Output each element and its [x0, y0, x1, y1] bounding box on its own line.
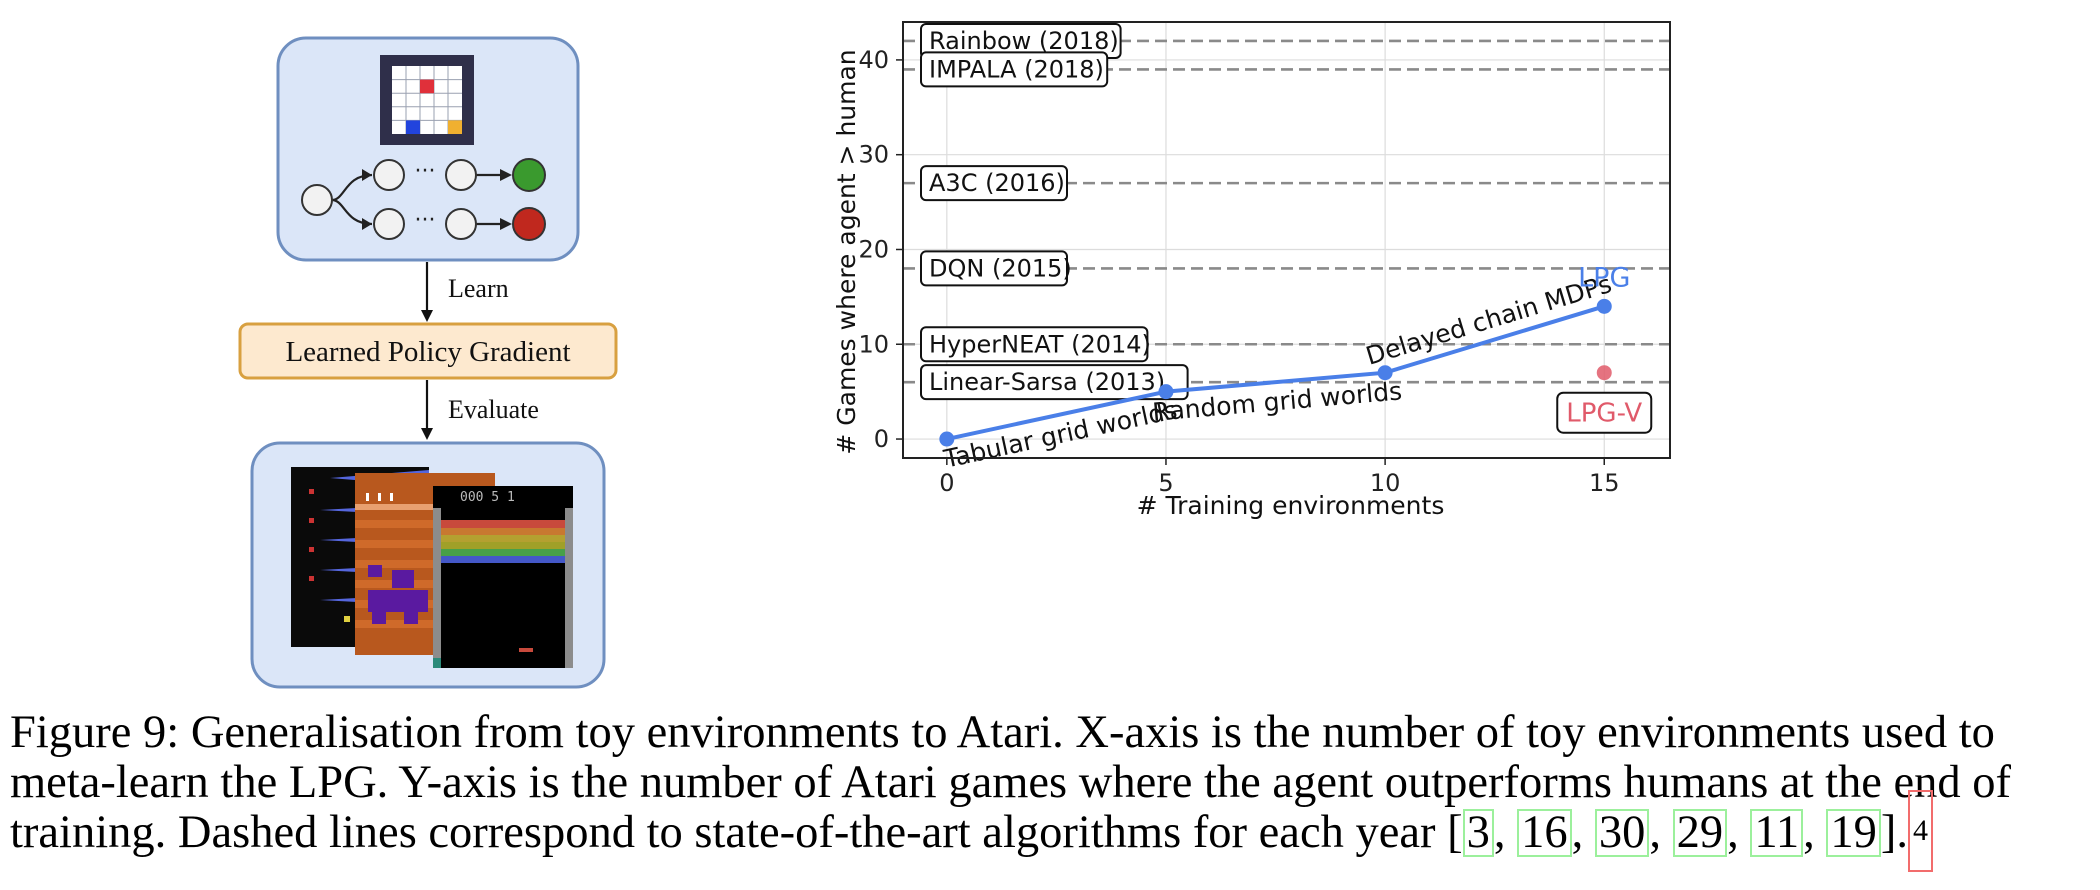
citation-link[interactable]: 16	[1517, 809, 1572, 857]
footnote-link[interactable]: 4	[1908, 790, 1933, 872]
atari-score: 000 5 1	[460, 490, 515, 505]
y-tick-label: 0	[874, 425, 889, 453]
x-axis-label: # Training environments	[1137, 491, 1445, 520]
baseline-label-box	[920, 326, 1149, 363]
tree-node	[445, 208, 477, 240]
positive-terminal-node	[512, 158, 546, 192]
lpg-series-label: LPG	[1578, 262, 1630, 293]
citation-link[interactable]: 30	[1594, 809, 1650, 857]
y-tick-label: 20	[858, 235, 889, 263]
segment-label: Delayed chain MDPs	[1362, 269, 1614, 371]
evaluate-label: Evaluate	[448, 395, 539, 424]
plot-frame	[902, 21, 1671, 459]
svg-text:···: ···	[415, 208, 436, 233]
citation-separator: ,	[1571, 807, 1595, 858]
lpg-v-series-label: LPG-V	[1566, 399, 1642, 429]
citation-separator: ,	[1649, 807, 1673, 858]
baseline-label: HyperNEAT (2014)	[929, 330, 1151, 358]
baseline-label: DQN (2015)	[929, 254, 1072, 282]
baseline-label-box	[920, 165, 1068, 202]
tree-node	[445, 159, 477, 191]
tree-node	[373, 159, 405, 191]
root-node	[301, 184, 333, 216]
y-tick-label: 30	[858, 141, 889, 169]
lpg-box	[238, 322, 618, 380]
caption-text: ].	[1880, 807, 1908, 858]
citation-link[interactable]: 29	[1672, 809, 1728, 857]
lpg-pipeline-diagram: ··· ··· Learn Learned Policy Gradient Ev…	[238, 36, 618, 689]
baseline-label: A3C (2016)	[929, 169, 1065, 197]
citation-separator: ,	[1493, 807, 1518, 858]
x-tick-label: 5	[1158, 469, 1173, 497]
caption-line: Figure 9: Generalisation from toy enviro…	[10, 707, 1995, 758]
citation-link[interactable]: 11	[1750, 809, 1804, 857]
caption-text: training. Dashed lines correspond to sta…	[10, 807, 1463, 858]
citation-list: 3, 16, 30, 29, 11, 19	[1462, 807, 1881, 858]
toy-environment-panel	[276, 36, 580, 262]
atari-game-screenshot: 000 5 1	[433, 486, 573, 668]
y-tick-label: 10	[858, 330, 889, 358]
caption-line: training. Dashed lines correspond to sta…	[10, 790, 2090, 890]
baseline-label: Rainbow (2018)	[929, 27, 1119, 55]
baseline-label-box	[920, 364, 1189, 401]
x-tick-label: 10	[1370, 469, 1401, 497]
y-axis-label: # Games where agent > human	[832, 49, 861, 454]
generalisation-chart: Rainbow (2018)IMPALA (2018) A3C (2016) DQN…	[832, 21, 1671, 520]
citation-separator: ,	[1803, 807, 1827, 858]
x-tick-label: 0	[939, 469, 954, 497]
baseline-label-box	[920, 51, 1109, 88]
svg-text:···: ···	[415, 159, 436, 184]
grid-world-icon	[380, 55, 474, 145]
figure-caption: Figure 9: Generalisation from toy enviro…	[10, 708, 2090, 890]
lpg-line	[944, 304, 1607, 442]
x-tick-label: 15	[1589, 469, 1620, 497]
y-tick-label: 40	[858, 46, 889, 74]
citation-link[interactable]: 3	[1462, 809, 1494, 857]
caption-line: meta-learn the LPG. Y-axis is the number…	[10, 757, 2012, 808]
baseline-label: Linear-Sarsa (2013)	[929, 368, 1165, 396]
lpg-point	[1596, 298, 1612, 314]
lpg-point	[1158, 384, 1174, 400]
negative-terminal-node	[512, 207, 546, 241]
baseline-label-box	[920, 250, 1068, 287]
citation-separator: ,	[1727, 807, 1751, 858]
citation-link[interactable]: 19	[1826, 809, 1881, 857]
lpg-v-label-box	[1556, 391, 1653, 434]
tree-node	[373, 208, 405, 240]
learn-label: Learn	[448, 274, 509, 303]
baseline-label: IMPALA (2018)	[929, 55, 1104, 83]
lpg-point	[1377, 365, 1393, 381]
lpg-box-label: Learned Policy Gradient	[285, 336, 570, 368]
lpg-point	[939, 431, 955, 447]
lpg-v-point	[1596, 365, 1612, 381]
